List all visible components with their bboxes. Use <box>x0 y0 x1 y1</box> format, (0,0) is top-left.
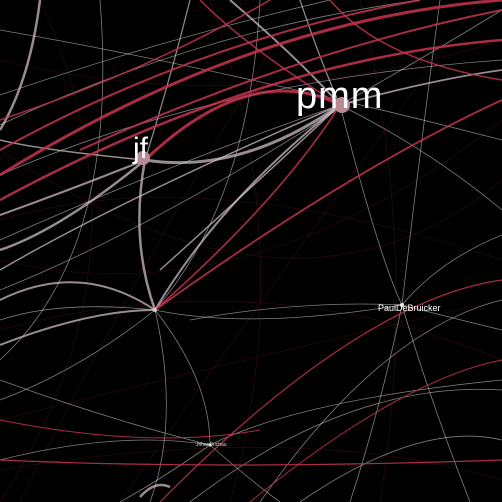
node-jf[interactable] <box>136 151 150 165</box>
node-paul-de-bruicker[interactable] <box>400 303 404 307</box>
node-label-johan-brichau[interactable]: JohanBrichau <box>196 442 227 448</box>
node-pmm[interactable] <box>334 97 350 113</box>
node-small[interactable] <box>153 308 157 312</box>
node-label-pmm[interactable]: pmm <box>296 75 384 117</box>
node-label-small[interactable]: sd <box>152 307 157 312</box>
node-label-paul-de-bruicker[interactable]: PaulDeBruicker <box>378 303 441 313</box>
node-label-jf[interactable]: jf <box>133 132 148 165</box>
node-johan-brichau[interactable] <box>208 443 212 447</box>
